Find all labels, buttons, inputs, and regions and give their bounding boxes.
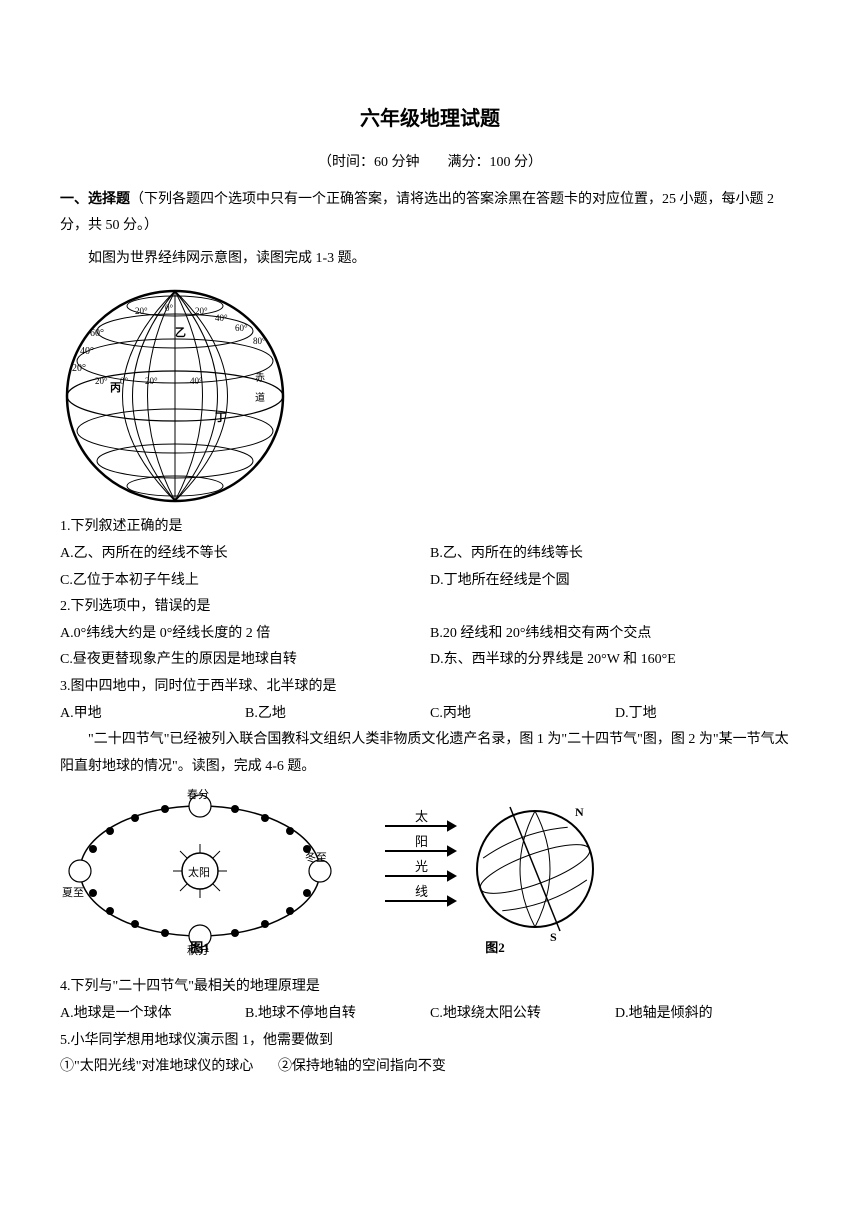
q1-option-a: A.乙、丙所在的经线不等长 — [60, 541, 430, 568]
q2-option-a: A.0°纬线大约是 0°经线长度的 2 倍 — [60, 621, 430, 648]
intro-q4-6: "二十四节气"已经被列入联合国教科文组织人类非物质文化遗产名录，图 1 为"二十… — [60, 727, 800, 780]
solar-terms-figure: 太阳 春分 秋分 夏至 冬至 — [60, 786, 620, 966]
svg-text:春分: 春分 — [187, 788, 209, 801]
svg-text:40°: 40° — [80, 346, 94, 357]
svg-text:0°: 0° — [120, 376, 129, 386]
svg-text:20°: 20° — [145, 376, 158, 386]
q3-stem: 3.图中四地中，同时位于西半球、北半球的是 — [60, 674, 800, 701]
section-1-header: 一、选择题（下列各题四个选项中只有一个正确答案，请将选出的答案涂黑在答题卡的对应… — [60, 187, 800, 240]
q5-stem: 5.小华同学想用地球仪演示图 1，他需要做到 — [60, 1028, 800, 1055]
svg-text:20°: 20° — [135, 306, 148, 316]
q2-option-c: C.昼夜更替现象产生的原因是地球自转 — [60, 647, 430, 674]
svg-text:太: 太 — [415, 809, 428, 824]
globe-figure: 60° 40° 20° 乙 丙 丁 赤 道 20° 0° 20° 40° 60°… — [60, 276, 300, 506]
svg-text:0°: 0° — [165, 303, 174, 313]
q5-opt1: ①"太阳光线"对准地球仪的球心 — [60, 1059, 253, 1074]
intro-q1-3: 如图为世界经纬网示意图，读图完成 1-3 题。 — [60, 246, 800, 273]
svg-text:S: S — [550, 930, 557, 944]
fig1-label: 图1 — [190, 936, 210, 961]
score-label: 满分：100 分） — [448, 155, 543, 170]
svg-text:线: 线 — [415, 884, 428, 899]
svg-text:N: N — [575, 805, 584, 819]
q1-stem: 1.下列叙述正确的是 — [60, 514, 800, 541]
q2-option-d: D.东、西半球的分界线是 20°W 和 160°E — [430, 647, 800, 674]
exam-title: 六年级地理试题 — [60, 100, 800, 138]
svg-text:60°: 60° — [235, 323, 248, 333]
svg-text:道: 道 — [255, 391, 265, 404]
svg-text:太阳: 太阳 — [188, 866, 210, 879]
q1-option-c: C.乙位于本初子午线上 — [60, 568, 430, 595]
svg-text:20°: 20° — [195, 306, 208, 316]
q4-stem: 4.下列与"二十四节气"最相关的地理原理是 — [60, 974, 800, 1001]
q4-option-a: A.地球是一个球体 — [60, 1001, 245, 1028]
fig2-label: 图2 — [485, 936, 505, 961]
q2-stem: 2.下列选项中，错误的是 — [60, 594, 800, 621]
exam-subtitle: （时间：60 分钟 满分：100 分） — [60, 150, 800, 177]
q3-option-a: A.甲地 — [60, 701, 245, 728]
svg-text:60°: 60° — [90, 328, 104, 339]
q4-option-c: C.地球绕太阳公转 — [430, 1001, 615, 1028]
q3-option-d: D.丁地 — [615, 701, 800, 728]
time-label: （时间：60 分钟 — [318, 155, 420, 170]
q3-option-b: B.乙地 — [245, 701, 430, 728]
q5-opt2: ②保持地轴的空间指向不变 — [278, 1059, 446, 1074]
q5-options-line: ①"太阳光线"对准地球仪的球心 ②保持地轴的空间指向不变 — [60, 1054, 800, 1081]
section-1-label: 一、选择题 — [60, 192, 130, 207]
svg-text:20°: 20° — [72, 363, 86, 374]
q1-option-b: B.乙、丙所在的纬线等长 — [430, 541, 800, 568]
section-1-instruction: （下列各题四个选项中只有一个正确答案，请将选出的答案涂黑在答题卡的对应位置，25… — [60, 192, 774, 234]
svg-text:丁: 丁 — [215, 411, 226, 424]
svg-text:80°: 80° — [253, 336, 266, 346]
svg-text:光: 光 — [415, 859, 428, 874]
q4-option-d: D.地轴是倾斜的 — [615, 1001, 800, 1028]
svg-text:夏至: 夏至 — [62, 886, 84, 899]
svg-text:乙: 乙 — [175, 326, 186, 339]
svg-text:40°: 40° — [190, 376, 203, 386]
q2-option-b: B.20 经线和 20°纬线相交有两个交点 — [430, 621, 800, 648]
q4-option-b: B.地球不停地自转 — [245, 1001, 430, 1028]
q1-option-d: D.丁地所在经线是个圆 — [430, 568, 800, 595]
svg-text:40°: 40° — [215, 313, 228, 323]
svg-text:阳: 阳 — [415, 834, 428, 849]
svg-text:赤: 赤 — [255, 372, 265, 384]
svg-text:20°: 20° — [95, 376, 108, 386]
q3-option-c: C.丙地 — [430, 701, 615, 728]
